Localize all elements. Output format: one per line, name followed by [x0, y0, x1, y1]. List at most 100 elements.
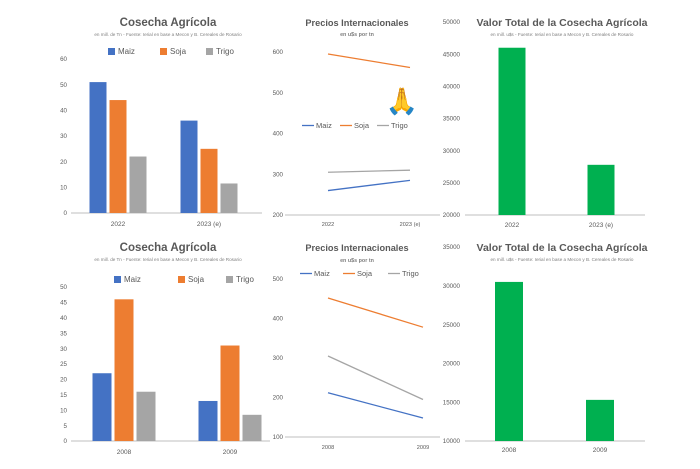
- chart-title: Precios Internacionales: [305, 243, 408, 253]
- y-tick-label: 200: [273, 212, 284, 219]
- line-trigo: [327, 355, 424, 401]
- legend-label: Soja: [170, 47, 187, 56]
- y-tick-label: 400: [273, 131, 284, 138]
- y-tick-label: 50000: [443, 19, 461, 26]
- y-tick-label: 25: [60, 361, 67, 368]
- chart-title: Cosecha Agrícola: [120, 17, 217, 29]
- y-tick-label: 20000: [443, 212, 461, 219]
- chart-4: Cosecha Agrícola en mill. de Tn - Fuente:…: [60, 242, 270, 456]
- category-label: 2008: [502, 447, 517, 454]
- chart-subtitle: en mill. u$s - Fuente: Ierial en base a …: [491, 32, 634, 37]
- y-tick-label: 500: [273, 90, 284, 97]
- y-tick-label: 20000: [443, 361, 461, 368]
- y-tick-label: 15: [60, 392, 67, 399]
- bar-maiz-2023e: [180, 120, 198, 213]
- y-tick-label: 15000: [443, 399, 461, 406]
- legend-swatch: [114, 276, 121, 283]
- y-tick-label: 50: [60, 82, 67, 89]
- chart-title: Cosecha Agrícola: [120, 242, 217, 254]
- y-tick-label: 300: [273, 171, 284, 178]
- category-label: 2009: [593, 447, 608, 454]
- legend-swatch: [178, 276, 185, 283]
- legend-label: Soja: [354, 121, 370, 130]
- legend-swatch: [206, 48, 213, 55]
- y-tick-label: 500: [273, 276, 284, 283]
- legend-label: Maiz: [124, 275, 141, 284]
- y-tick-label: 5: [64, 423, 68, 430]
- y-tick-label: 35000: [443, 244, 461, 251]
- chart-title: Precios Internacionales: [305, 18, 408, 28]
- chart-title: Valor Total de la Cosecha Agrícola: [477, 17, 648, 29]
- bar-valor-2022: [498, 47, 526, 215]
- bar-trigo-2023e: [220, 183, 238, 213]
- y-tick-label: 100: [273, 434, 284, 441]
- bar-valor-2023e: [587, 164, 615, 215]
- bar-maiz-2008: [92, 373, 112, 441]
- y-tick-label: 30000: [443, 283, 461, 290]
- y-tick-label: 20: [60, 377, 67, 384]
- line-soja: [327, 53, 411, 69]
- y-tick-label: 0: [64, 210, 68, 217]
- y-tick-label: 200: [273, 395, 284, 402]
- bar-soja-2008: [114, 299, 134, 441]
- y-tick-label: 25000: [443, 180, 461, 187]
- legend-label: Maiz: [316, 121, 332, 130]
- y-tick-label: 60: [60, 56, 67, 63]
- category-label: 2022: [322, 222, 334, 228]
- legend-label: Soja: [357, 269, 373, 278]
- y-tick-label: 40: [60, 315, 67, 322]
- legend-swatch: [160, 48, 167, 55]
- legend-swatch: [108, 48, 115, 55]
- y-tick-label: 10000: [443, 438, 461, 445]
- y-tick-label: 600: [273, 49, 284, 56]
- legend-label: Trigo: [391, 121, 408, 130]
- y-tick-label: 30: [60, 346, 67, 353]
- y-tick-label: 0: [64, 438, 68, 445]
- chart-title: Valor Total de la Cosecha Agrícola: [477, 242, 648, 254]
- chart-subtitle: en u$s por tn: [340, 32, 374, 38]
- chart-3: Valor Total de la Cosecha Agrícola en mil…: [443, 17, 648, 229]
- y-tick-label: 400: [273, 316, 284, 323]
- bar-maiz-2009: [198, 400, 218, 441]
- y-tick-label: 45: [60, 300, 67, 307]
- bar-soja-2022: [109, 100, 127, 213]
- chart-subtitle: en mill. de Tn - Fuente: Ierial en base …: [94, 257, 242, 262]
- bar-trigo-2009: [242, 414, 262, 441]
- y-tick-label: 50: [60, 284, 67, 291]
- category-label: 2008: [117, 449, 132, 456]
- y-tick-label: 40000: [443, 84, 461, 91]
- y-tick-label: 40: [60, 108, 67, 115]
- praying-hands-icon: 🙏: [386, 86, 418, 116]
- legend-swatch: [226, 276, 233, 283]
- line-trigo: [327, 169, 411, 173]
- y-tick-label: 25000: [443, 322, 461, 329]
- chart-5: Precios Internacionales en u$s por tn 100 2…: [273, 243, 440, 451]
- legend-label: Maiz: [314, 269, 330, 278]
- line-soja: [327, 297, 424, 328]
- chart-6: Valor Total de la Cosecha Agrícola en mil…: [443, 242, 648, 454]
- legend-label: Trigo: [216, 47, 234, 56]
- chart-1: Cosecha Agrícola en mill. de Tn - Fuente:…: [60, 17, 262, 228]
- chart-2: Precios Internacionales en u$s por tn 200 3…: [273, 18, 440, 228]
- category-label: 2023 (e): [197, 221, 221, 228]
- y-tick-label: 35000: [443, 116, 461, 123]
- legend-label: Trigo: [236, 275, 254, 284]
- y-tick-label: 45000: [443, 51, 461, 58]
- category-label: 2009: [417, 445, 429, 451]
- y-tick-label: 30000: [443, 148, 461, 155]
- bar-soja-2009: [220, 345, 240, 441]
- legend-label: Maiz: [118, 47, 135, 56]
- category-label: 2008: [322, 445, 334, 451]
- line-maiz: [327, 179, 411, 192]
- y-tick-label: 10: [60, 407, 67, 414]
- legend-label: Soja: [188, 275, 205, 284]
- category-label: 2009: [223, 449, 238, 456]
- category-label: 2023 (e): [400, 222, 421, 228]
- y-tick-label: 20: [60, 159, 67, 166]
- y-tick-label: 10: [60, 185, 67, 192]
- y-tick-label: 300: [273, 355, 284, 362]
- bar-maiz-2022: [89, 82, 107, 213]
- line-maiz: [327, 392, 424, 419]
- category-label: 2022: [505, 222, 520, 229]
